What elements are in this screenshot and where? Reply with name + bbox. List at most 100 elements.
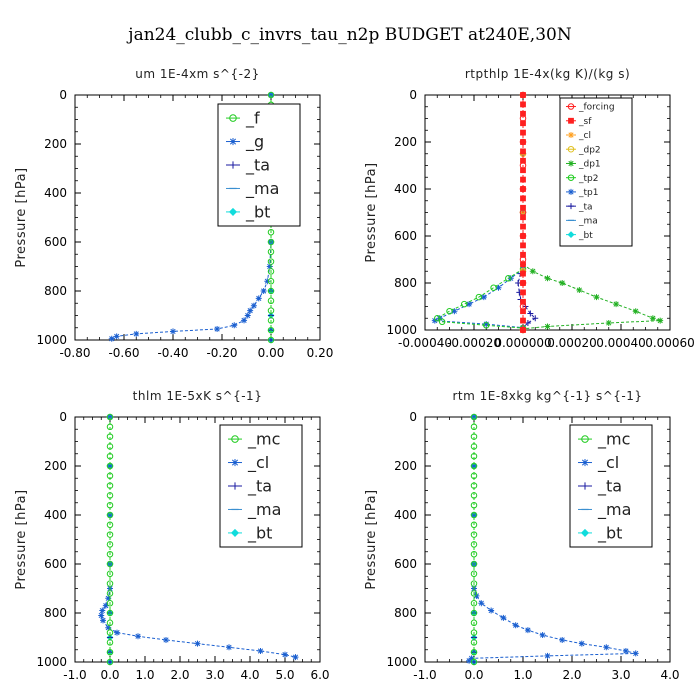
data-point	[460, 300, 468, 308]
data-point	[267, 326, 275, 334]
x-tick-label: 6.0	[310, 668, 329, 682]
legend: _mc _cl _ta _ma _bt	[219, 424, 303, 548]
data-point	[512, 622, 519, 629]
data-point	[470, 511, 478, 519]
y-tick-label: 1000	[386, 323, 417, 337]
data-point	[106, 590, 114, 597]
data-point	[470, 629, 478, 636]
data-point	[267, 287, 275, 295]
y-tick-label: 600	[44, 235, 67, 249]
data-point	[500, 614, 507, 621]
legend: _forcing _sf _cl _dp2 _dp1 _tp2 _tp1 _ta _ma _bt	[559, 97, 633, 247]
legend-marker	[231, 482, 239, 490]
data-point	[106, 609, 114, 617]
data-point	[544, 652, 551, 659]
panel-2: rtpthlp 1E-4x(kg K)/(kg s) Pressure [hPa]…	[364, 67, 695, 350]
data-point	[108, 335, 115, 342]
data-point	[470, 590, 478, 597]
data-point	[488, 607, 495, 614]
data-point	[649, 315, 656, 322]
data-point	[529, 268, 536, 275]
legend-label: _ta	[245, 156, 270, 176]
data-point	[578, 640, 585, 647]
y-tick-label: 200	[394, 135, 417, 149]
legend-label: _ta	[578, 202, 593, 212]
data-point	[527, 310, 534, 317]
data-point	[539, 632, 546, 639]
series-dp1	[520, 261, 664, 332]
data-point	[632, 650, 639, 657]
panel-title: thlm 1E-5xK s^{-1}	[133, 389, 263, 403]
legend-label: _g	[245, 132, 264, 152]
x-tick-label: -0.20	[206, 346, 237, 360]
data-point	[505, 275, 512, 282]
data-point	[605, 319, 612, 326]
data-point	[470, 501, 478, 509]
legend-marker	[230, 528, 240, 537]
data-point	[267, 91, 275, 99]
legend: _mc _cl _ta _ma _bt	[569, 424, 653, 548]
data-point	[519, 279, 527, 287]
data-point	[470, 462, 478, 470]
x-tick-label: -0.00020	[447, 336, 501, 350]
data-point	[471, 463, 477, 469]
y-tick-label: 1000	[36, 333, 67, 347]
legend-label: _ma	[578, 217, 598, 227]
data-point	[519, 232, 527, 240]
data-point	[473, 592, 480, 599]
data-point	[106, 560, 114, 568]
data-point	[106, 629, 114, 636]
data-point	[622, 647, 629, 654]
data-point	[267, 317, 275, 324]
data-point	[267, 238, 275, 246]
legend-marker	[581, 482, 589, 490]
data-point	[519, 91, 527, 99]
data-point	[135, 633, 141, 640]
data-point	[470, 531, 478, 538]
data-point	[241, 317, 248, 324]
data-point	[519, 209, 527, 216]
x-tick-label: 0.20	[307, 346, 334, 360]
data-point	[266, 263, 273, 270]
data-point	[106, 599, 114, 607]
data-point	[470, 482, 478, 489]
main-title: jan24_clubb_c_invrs_tau_n2p BUDGET at240…	[126, 25, 572, 45]
x-tick-label: -0.60	[108, 346, 139, 360]
y-tick-label: 0	[409, 410, 417, 424]
series-mc	[470, 413, 478, 666]
data-point	[470, 472, 478, 480]
data-point	[466, 301, 473, 308]
y-tick-label: 400	[394, 182, 417, 196]
legend-label: _ta	[597, 477, 622, 497]
panel-title: rtm 1E-8xkg kg^{-1} s^{-1}	[452, 389, 642, 403]
legend-marker	[567, 145, 575, 153]
legend-label: _dp2	[578, 145, 601, 155]
data-point	[519, 303, 527, 310]
data-point	[544, 275, 551, 282]
data-point	[519, 138, 527, 146]
legend-label: _dp1	[578, 160, 601, 170]
x-tick-label: 5.0	[275, 668, 294, 682]
series-line	[522, 263, 661, 330]
data-point	[267, 297, 275, 305]
data-point	[106, 531, 114, 538]
data-point	[470, 521, 478, 529]
legend-marker	[228, 207, 238, 216]
legend-label: _ma	[247, 500, 281, 520]
data-point	[495, 284, 502, 291]
data-point	[106, 443, 114, 450]
panel-title: um 1E-4xm s^{-2}	[135, 67, 259, 81]
y-axis-label: Pressure [hPa]	[14, 167, 29, 267]
plot-frame	[424, 94, 671, 331]
x-tick-label: -0.80	[59, 346, 90, 360]
x-tick-label: 4.0	[660, 668, 679, 682]
x-tick-label: -0.00040	[398, 336, 452, 350]
data-point	[470, 433, 478, 440]
x-tick-label: 0.00040	[596, 336, 646, 350]
data-point	[470, 492, 478, 499]
data-point	[475, 293, 483, 301]
data-point	[480, 294, 487, 301]
legend-marker	[231, 435, 239, 443]
data-point	[98, 612, 105, 619]
